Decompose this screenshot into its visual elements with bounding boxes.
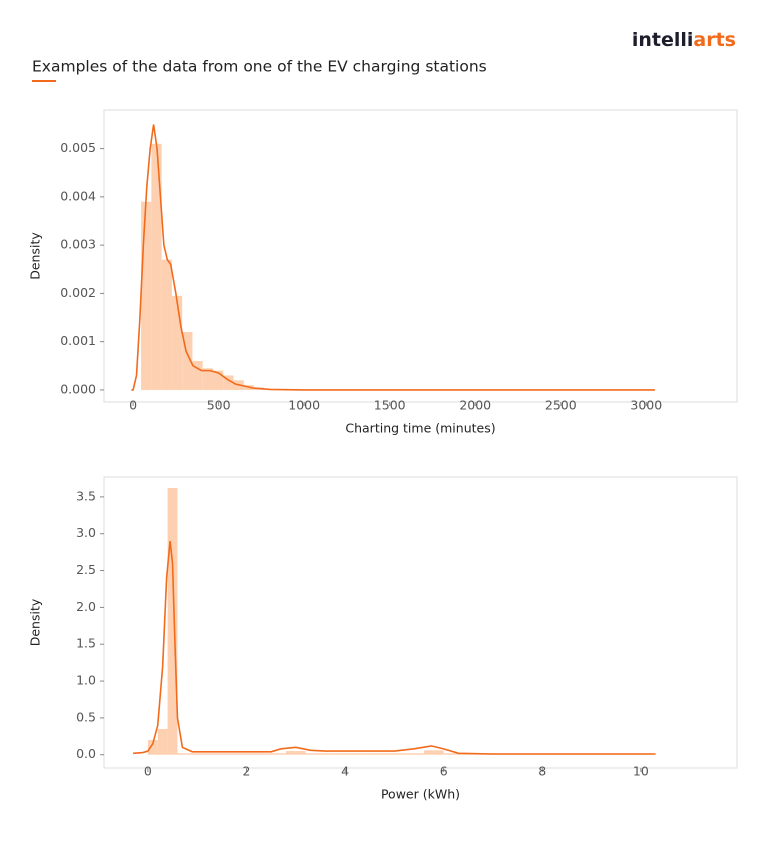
page-title: Examples of the data from one of the EV … [32,58,487,76]
y-tick-label: 0.5 [76,709,96,724]
histogram-bar [364,753,375,755]
histogram-bar [354,753,365,755]
histogram-bar [276,753,286,755]
histogram-bar [223,375,234,390]
y-axis-label: Density [28,232,43,280]
histogram-bar [423,750,434,755]
histogram-bar [325,753,336,755]
x-tick-label: 1000 [288,398,320,413]
histogram-bar [384,753,395,755]
histogram-bar [207,753,217,755]
y-tick-label: 0.004 [60,188,96,203]
histogram-bar [187,753,198,755]
histogram-bar [177,753,188,755]
x-axis-label: Power (kWh) [381,787,460,802]
histogram-bar [285,751,296,755]
histogram-bar [345,753,355,755]
histogram-bar [433,750,444,755]
histogram-bar [147,740,158,755]
x-tick-label: 500 [207,398,231,413]
histogram-bar [335,753,346,755]
y-tick-label: 1.5 [76,636,96,651]
histogram-bar [236,753,247,755]
y-tick-label: 2.0 [76,599,96,614]
histogram-bar [167,488,178,755]
x-tick-label: 6 [440,764,448,779]
x-tick-label: 2 [242,764,250,779]
y-axis-label: Density [28,598,43,646]
y-tick-label: 0.0 [76,746,96,761]
x-tick-label: 2000 [459,398,491,413]
y-tick-label: 3.0 [76,525,96,540]
histogram-bar [305,753,316,755]
histogram-bar [202,368,213,390]
histogram-bar [295,751,306,755]
histogram-bar [443,753,454,755]
x-tick-label: 1500 [374,398,406,413]
x-tick-label: 0 [144,764,152,779]
logo-part: arts [693,29,736,51]
y-tick-label: 0.003 [60,237,96,252]
histogram-bar [157,728,168,755]
plot-frame [103,476,738,769]
x-tick-label: 0 [129,398,137,413]
histogram-bar [197,753,208,755]
y-tick-label: 3.5 [76,488,96,503]
histogram-bar [394,753,405,755]
histogram-bar [216,753,227,755]
logo-part: intelli [632,29,694,51]
y-tick-label: 2.5 [76,562,96,577]
histogram-bar [192,360,203,390]
histogram-bar [256,753,267,755]
histogram-bar [171,295,183,390]
y-tick-label: 0.005 [60,140,96,155]
histogram-bar [246,753,257,755]
histogram-bar [141,201,152,390]
y-tick-label: 1.0 [76,673,96,688]
x-tick-label: 8 [538,764,546,779]
y-tick-label: 0.000 [60,381,96,396]
histogram-bar [212,370,224,390]
x-tick-label: 4 [341,764,349,779]
kde-line [131,124,655,391]
histogram-bar [266,753,277,755]
kde-line [133,541,656,755]
y-tick-label: 0.001 [60,333,96,348]
histogram-bar [374,753,385,755]
histogram-bar [315,753,326,755]
histogram-bar [404,753,415,755]
logo: intelliarts [632,29,736,51]
x-tick-label: 3000 [630,398,662,413]
histogram-bar [151,143,162,390]
x-tick-label: 2500 [545,398,577,413]
histogram-bar [226,753,237,755]
x-tick-label: 10 [633,764,649,779]
histogram-bar [161,259,172,390]
plot-frame [103,109,738,403]
y-tick-label: 0.002 [60,285,96,300]
histogram-bar [414,753,424,755]
x-axis-label: Charting time (minutes) [345,421,495,436]
histogram-bar [182,332,193,390]
